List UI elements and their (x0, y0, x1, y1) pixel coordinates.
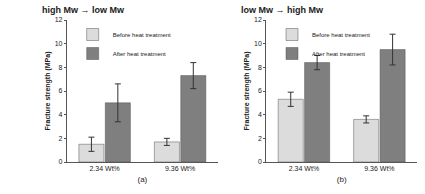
svg-text:6: 6 (258, 87, 262, 94)
svg-text:2: 2 (59, 135, 63, 142)
svg-text:After heat treatment: After heat treatment (312, 51, 365, 57)
svg-text:10: 10 (55, 40, 63, 47)
svg-text:(a): (a) (137, 175, 147, 184)
svg-text:8: 8 (258, 64, 262, 71)
svg-text:12: 12 (254, 16, 262, 23)
svg-text:high Mw → low Mw: high Mw → low Mw (42, 5, 125, 15)
svg-text:Before heat treatment: Before heat treatment (312, 32, 370, 38)
svg-text:Fracture strength (MPa): Fracture strength (MPa) (44, 52, 52, 131)
svg-text:(b): (b) (337, 175, 347, 184)
svg-text:9.36 Wt%: 9.36 Wt% (165, 165, 195, 172)
svg-text:8: 8 (59, 64, 63, 71)
svg-text:After heat treatment: After heat treatment (113, 51, 166, 57)
svg-text:2: 2 (258, 135, 262, 142)
svg-text:Fracture strength (MPa): Fracture strength (MPa) (243, 52, 251, 131)
svg-text:Before heat treatment: Before heat treatment (113, 32, 171, 38)
svg-text:0: 0 (59, 158, 63, 165)
svg-text:2.34 Wt%: 2.34 Wt% (89, 165, 119, 172)
svg-text:9.36 Wt%: 9.36 Wt% (364, 165, 394, 172)
svg-text:0: 0 (258, 158, 262, 165)
svg-text:10: 10 (254, 40, 262, 47)
svg-text:4: 4 (59, 111, 63, 118)
svg-text:12: 12 (55, 16, 63, 23)
svg-text:4: 4 (258, 111, 262, 118)
svg-text:low Mw → high Mw: low Mw → high Mw (241, 5, 324, 15)
svg-text:2.34 Wt%: 2.34 Wt% (289, 165, 319, 172)
svg-text:6: 6 (59, 87, 63, 94)
